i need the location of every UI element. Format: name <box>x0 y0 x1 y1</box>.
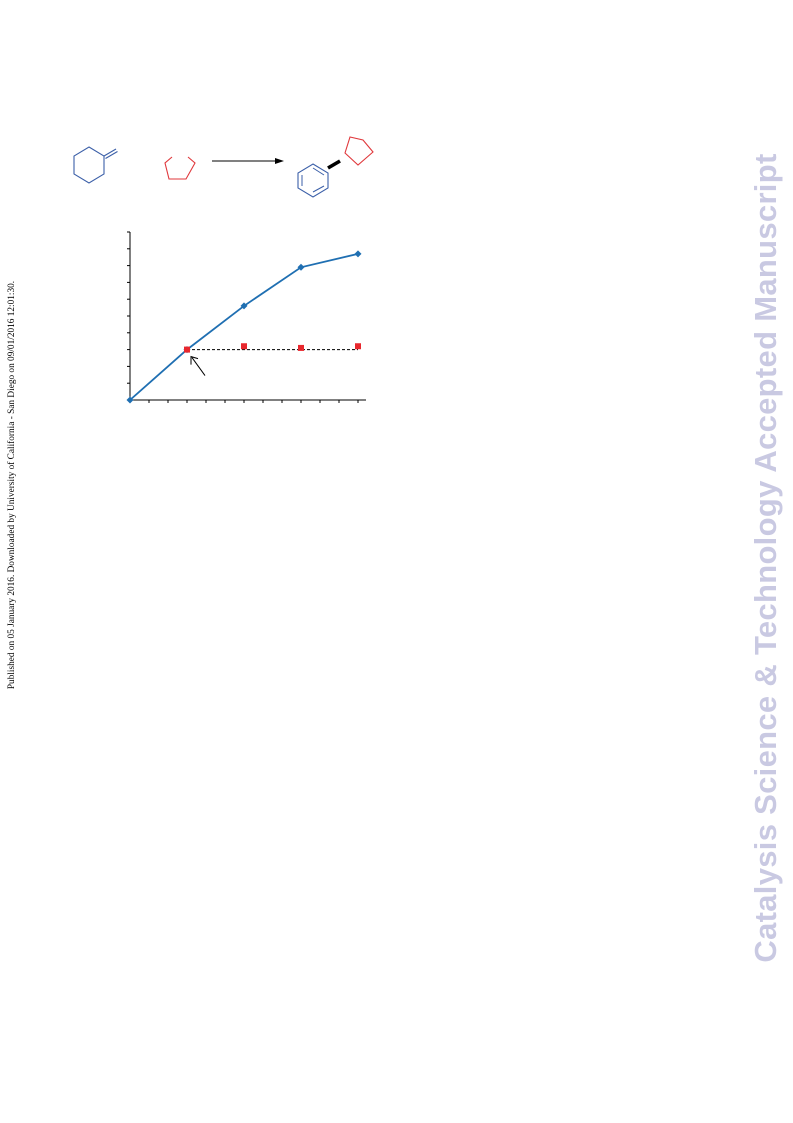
kinetics-chart <box>126 231 366 404</box>
journal-watermark-text: Catalysis Science & Technology Accepted … <box>748 152 783 963</box>
series-1-line <box>129 252 359 401</box>
series-1-point <box>126 396 134 404</box>
annotation-arrow-shaft <box>191 357 206 376</box>
series-2-point <box>298 344 304 351</box>
series-2-point <box>184 346 190 353</box>
series-2-point <box>355 343 361 350</box>
series-1-point <box>240 302 248 310</box>
chart-marks <box>126 250 362 404</box>
series-1-point <box>297 263 305 271</box>
journal-watermark: Catalysis Science & Technology Accepted … <box>745 140 787 975</box>
publication-note-text: Published on 05 January 2016. Downloaded… <box>7 280 17 690</box>
chart-axes <box>127 231 366 403</box>
methylenecyclohexane-structure <box>73 146 118 184</box>
reaction-scheme <box>73 136 374 198</box>
annotation-arrow-head <box>190 355 199 365</box>
series-1-point <box>354 250 362 258</box>
series-2-point <box>241 343 247 350</box>
reaction-arrow <box>212 158 284 164</box>
product-structure <box>297 136 374 198</box>
publication-note: Published on 05 January 2016. Downloaded… <box>2 250 22 720</box>
tetrahydrofuran-structure <box>164 156 196 180</box>
